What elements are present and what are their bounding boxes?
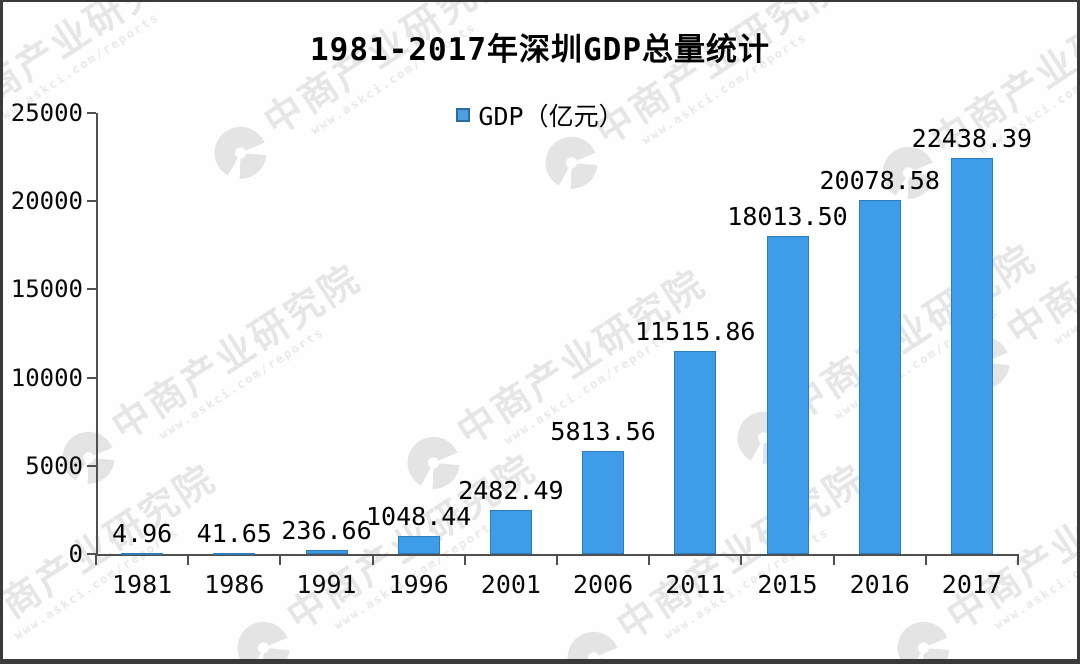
y-tick-label: 20000 — [10, 187, 83, 216]
x-axis-tick — [1017, 554, 1019, 565]
x-tick-label: 2015 — [757, 570, 818, 599]
bar-chart: 1981-2017年深圳GDP总量统计 GDP（亿元） 0 5000 10000 15… — [3, 2, 1077, 659]
x-axis-tick — [371, 554, 374, 565]
x-axis-tick — [648, 554, 651, 565]
x-axis-tick — [924, 554, 927, 565]
bar-value-label: 22438.39 — [911, 124, 1033, 154]
chart-title: 1981-2017年深圳GDP总量统计 — [310, 32, 770, 68]
y-axis — [96, 113, 98, 556]
x-tick-label: 2011 — [665, 570, 726, 599]
bar-value-label: 1048.44 — [366, 501, 472, 531]
y-axis-tick — [87, 288, 96, 291]
y-tick-label: 25000 — [10, 99, 83, 127]
bar-value-label: 11515.86 — [635, 316, 756, 346]
y-tick-label: 0 — [68, 540, 83, 568]
y-axis-tick — [87, 553, 96, 555]
x-axis-tick — [279, 554, 282, 565]
x-tick-label: 1986 — [204, 570, 265, 599]
x-axis-tick — [187, 554, 190, 565]
legend: GDP（亿元） — [3, 97, 1077, 133]
bar — [582, 451, 625, 554]
bar — [766, 236, 809, 554]
legend-marker-icon — [456, 108, 471, 122]
bar-value-label: 41.65 — [196, 519, 272, 549]
x-tick-label: 2017 — [941, 570, 1002, 599]
bar — [858, 199, 901, 554]
y-tick-label: 10000 — [10, 363, 83, 392]
bar — [213, 553, 256, 556]
y-axis-tick — [87, 376, 96, 379]
bar-value-label: 236.66 — [281, 515, 372, 545]
bar — [950, 158, 993, 554]
x-tick-label: 1981 — [111, 570, 173, 599]
bar — [121, 553, 164, 556]
y-axis-tick — [87, 112, 96, 114]
x-tick-label: 1996 — [388, 570, 449, 599]
bar — [305, 549, 348, 554]
x-axis-tick — [740, 554, 743, 565]
y-axis-tick — [87, 464, 96, 467]
x-axis-tick — [556, 554, 558, 565]
bar — [397, 535, 440, 554]
x-tick-label: 2016 — [849, 570, 910, 599]
bar — [489, 510, 532, 554]
bar-value-label: 4.96 — [111, 519, 173, 549]
bar — [674, 350, 717, 554]
x-tick-label: 2001 — [480, 570, 541, 599]
x-tick-label: 1991 — [296, 570, 357, 599]
bar-value-label: 2482.49 — [458, 476, 564, 506]
x-axis-tick — [832, 554, 835, 565]
bar-value-label: 18013.50 — [727, 202, 848, 232]
bar-value-label: 20078.58 — [819, 165, 940, 195]
y-axis-tick — [87, 200, 96, 203]
x-axis-tick — [95, 554, 97, 565]
bar-value-label: 5813.56 — [550, 417, 656, 447]
x-tick-label: 2006 — [572, 570, 634, 599]
y-tick-label: 15000 — [10, 275, 83, 304]
x-axis-tick — [463, 554, 466, 565]
legend-label: GDP（亿元） — [478, 102, 624, 131]
y-tick-label: 5000 — [25, 451, 83, 480]
